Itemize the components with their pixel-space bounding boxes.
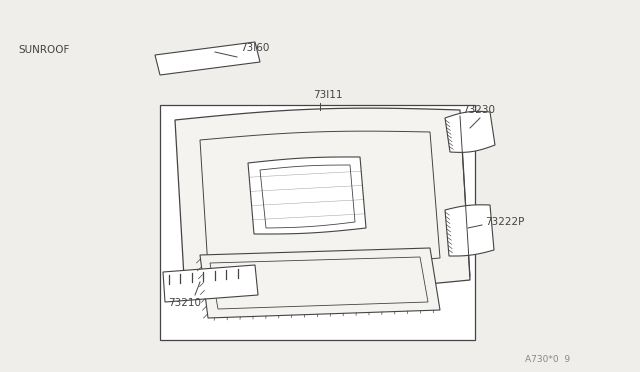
Text: SUNROOF: SUNROOF: [18, 45, 69, 55]
Polygon shape: [200, 248, 440, 318]
Text: A730*0  9: A730*0 9: [525, 356, 570, 365]
Text: 73230: 73230: [462, 105, 495, 115]
Polygon shape: [155, 42, 260, 75]
Polygon shape: [175, 108, 470, 295]
Text: 73210: 73210: [168, 298, 201, 308]
Polygon shape: [248, 157, 366, 234]
Text: 73l11: 73l11: [313, 90, 342, 100]
Polygon shape: [163, 265, 258, 302]
Polygon shape: [160, 105, 475, 340]
Text: 73l60: 73l60: [240, 43, 269, 53]
Polygon shape: [445, 205, 494, 256]
Text: 73222P: 73222P: [485, 217, 524, 227]
Polygon shape: [445, 111, 495, 153]
